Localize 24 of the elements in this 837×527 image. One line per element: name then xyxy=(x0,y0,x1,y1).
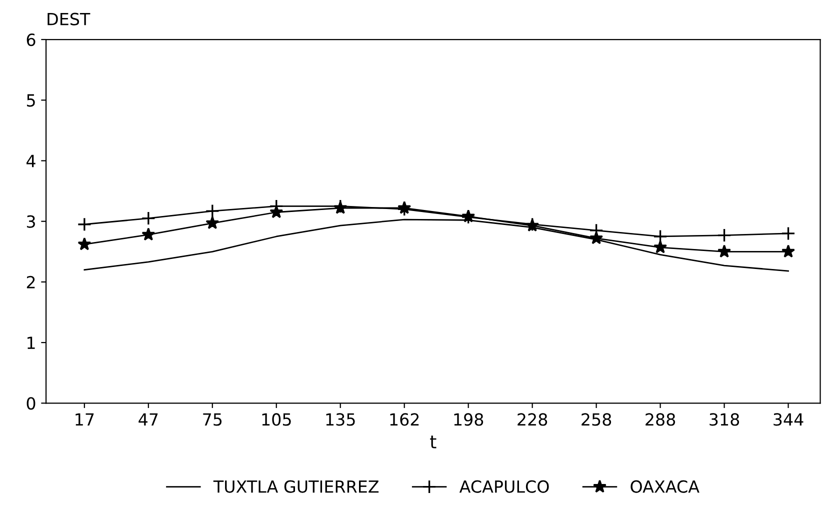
y-axis-title: DEST xyxy=(48,12,90,26)
y-tick-label: 3 xyxy=(26,215,35,228)
y-tick-label: 5 xyxy=(26,94,35,107)
x-tick-label: 344 xyxy=(774,413,804,426)
x-tick-label: 288 xyxy=(646,413,676,426)
legend-label: ACAPULCO xyxy=(459,480,549,493)
x-tick-label: 47 xyxy=(138,413,158,426)
y-tick-label: 0 xyxy=(26,397,36,410)
x-tick-label: 17 xyxy=(76,413,94,426)
y-tick-label: 2 xyxy=(26,276,35,288)
x-axis-title: t xyxy=(430,436,436,448)
legend-label: TUXTLA GUTIERREZ xyxy=(213,480,379,493)
x-tick-label: 162 xyxy=(390,413,419,426)
y-tick-label: 4 xyxy=(26,154,36,168)
x-tick-label: 318 xyxy=(710,413,740,426)
x-tick-label: 258 xyxy=(582,413,612,426)
x-tick-label: 228 xyxy=(518,413,548,426)
legend-label: OAXACA xyxy=(630,480,700,493)
x-tick-label: 198 xyxy=(454,413,484,426)
x-tick-label: 135 xyxy=(326,413,355,426)
x-tick-label: 105 xyxy=(262,413,291,426)
y-tick-label: 1 xyxy=(28,336,35,349)
y-tick-label: 6 xyxy=(26,33,36,46)
x-tick-label: 75 xyxy=(203,413,222,426)
